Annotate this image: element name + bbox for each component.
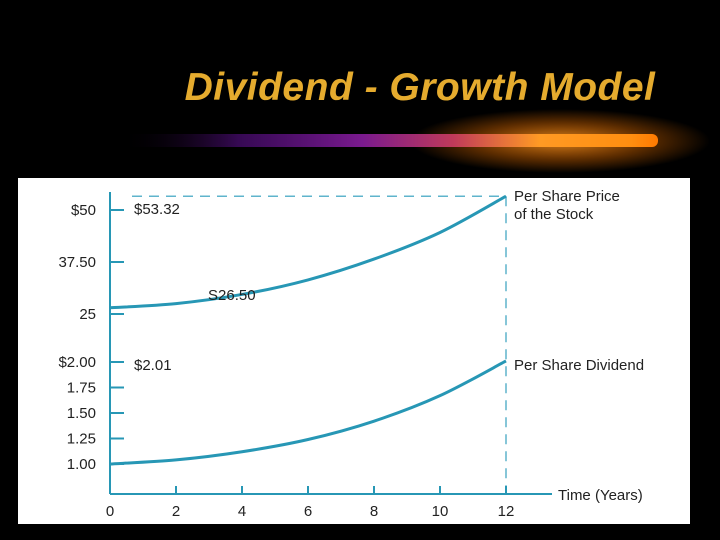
dividend-y-tick-label: 1.50 <box>67 405 96 422</box>
x-tick-label: 0 <box>106 503 114 520</box>
price-series-label-line1: Per Share Price <box>514 188 620 205</box>
price-start-value-label: S26.50 <box>208 287 256 304</box>
chart-svg: 0 2 4 6 8 10 12 25 37.50 $50 1.00 1.25 1.50 1.75 $2.0… <box>58 188 644 520</box>
slide-title: Dividend - Growth Model <box>184 66 656 109</box>
dividend-y-tick-label: $2.00 <box>58 354 96 371</box>
dividend-end-value-label: $2.01 <box>134 357 172 374</box>
x-tick-label: 12 <box>498 503 515 520</box>
x-axis-ticks: 0 2 4 6 8 10 12 <box>106 486 515 520</box>
dividend-series-label: Per Share Dividend <box>514 357 644 374</box>
price-end-value-label: $53.32 <box>134 201 180 218</box>
x-tick-label: 6 <box>304 503 312 520</box>
x-axis-title: Time (Years) <box>558 487 643 504</box>
dividend-series-line <box>109 359 507 466</box>
title-bar-stripe <box>120 134 658 147</box>
price-y-tick-label: 25 <box>79 306 96 323</box>
dividend-y-tick-label: 1.25 <box>67 431 96 448</box>
price-y-tick-label: $50 <box>71 202 96 219</box>
x-tick-label: 4 <box>238 503 246 520</box>
price-y-tick-label: 37.50 <box>58 254 96 271</box>
x-tick-label: 10 <box>432 503 449 520</box>
chart-panel: 0 2 4 6 8 10 12 25 37.50 $50 1.00 1.25 1.50 1.75 $2.0… <box>18 178 690 524</box>
title-underline-bar <box>120 109 710 173</box>
x-tick-label: 8 <box>370 503 378 520</box>
dividend-y-tick-label: 1.00 <box>67 456 96 473</box>
price-series-label-line2: of the Stock <box>514 206 594 223</box>
y-axis-ticks: 25 37.50 $50 1.00 1.25 1.50 1.75 $2.00 <box>58 202 124 473</box>
dividend-y-tick-label: 1.75 <box>67 380 96 397</box>
price-series-line <box>109 194 507 310</box>
x-tick-label: 2 <box>172 503 180 520</box>
